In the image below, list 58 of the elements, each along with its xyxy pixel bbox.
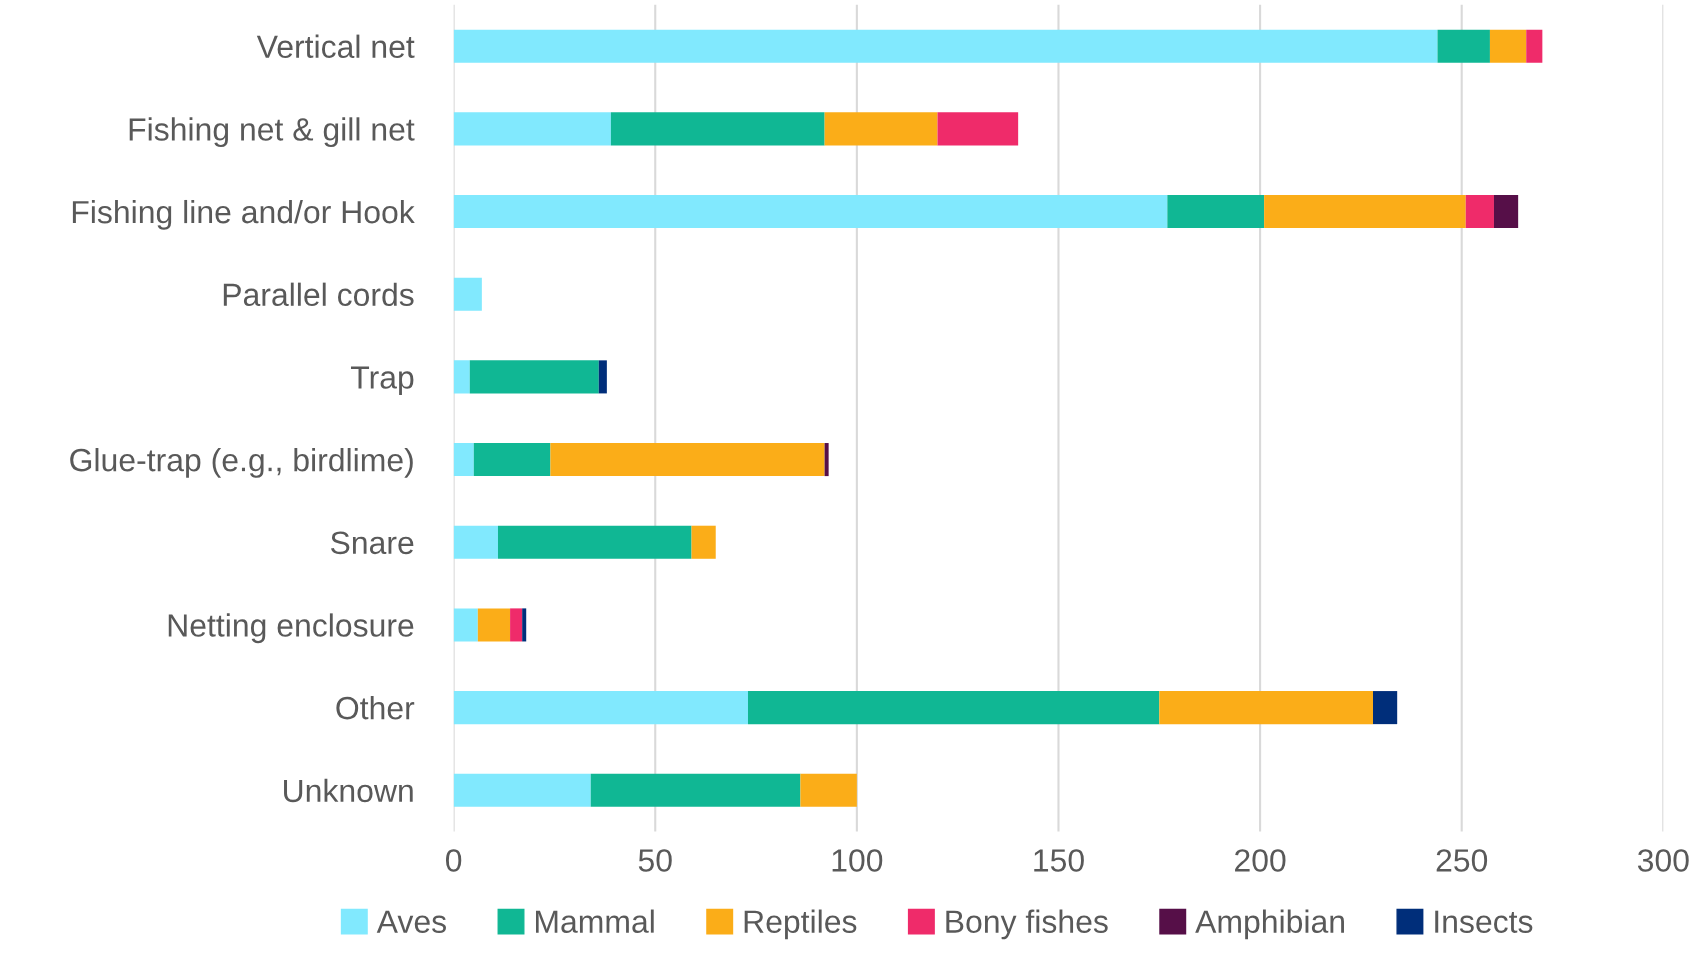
y-tick-label: Parallel cords bbox=[223, 282, 414, 307]
y-tick-label: Vertical net bbox=[256, 34, 415, 59]
bar bbox=[453, 112, 611, 146]
bar bbox=[590, 773, 801, 807]
x-tick-label: 150 bbox=[1034, 849, 1084, 872]
bar bbox=[453, 525, 498, 559]
y-tick-label: Snare bbox=[330, 531, 414, 555]
bar bbox=[550, 443, 825, 477]
bar bbox=[824, 112, 938, 146]
bar bbox=[1526, 29, 1543, 63]
bar bbox=[453, 691, 748, 725]
x-tick-label: 250 bbox=[1436, 849, 1488, 872]
bar bbox=[1264, 195, 1466, 229]
bar bbox=[453, 773, 591, 807]
bar bbox=[610, 112, 825, 146]
legend-label: Insects bbox=[1435, 910, 1533, 933]
bar bbox=[453, 277, 482, 311]
y-tick-label: Fishing line and/or Hook bbox=[72, 199, 415, 230]
bar bbox=[1167, 195, 1265, 229]
x-tick-label: 50 bbox=[638, 849, 672, 872]
bar bbox=[937, 112, 1019, 146]
bar bbox=[453, 29, 1438, 63]
legend-label: Amphibian bbox=[1195, 909, 1344, 940]
y-tick-label: Unknown bbox=[284, 778, 413, 803]
bar bbox=[522, 608, 527, 642]
bar bbox=[510, 608, 523, 642]
bar bbox=[477, 608, 511, 642]
bar bbox=[1465, 195, 1494, 229]
x-tick-label: 100 bbox=[832, 849, 883, 872]
bar bbox=[473, 443, 551, 477]
bar bbox=[691, 525, 716, 559]
bar bbox=[453, 195, 1168, 229]
y-tick-label: Netting enclosure bbox=[168, 613, 414, 644]
y-tick-label: Trap bbox=[350, 366, 414, 396]
bar bbox=[598, 360, 607, 394]
bar bbox=[1159, 691, 1373, 725]
bar bbox=[469, 360, 599, 394]
legend-label: Bony fishes bbox=[946, 909, 1108, 940]
bar bbox=[800, 773, 857, 807]
legend-label: Mammal bbox=[536, 909, 654, 933]
legend-label: Reptiles bbox=[744, 909, 857, 940]
y-tick-label: Fishing net & gill net bbox=[129, 117, 415, 148]
x-tick-label: 0 bbox=[446, 849, 462, 872]
bar bbox=[453, 360, 470, 394]
bar bbox=[1437, 29, 1490, 63]
bar bbox=[1493, 195, 1519, 229]
bar bbox=[1489, 29, 1527, 63]
legend-label: Aves bbox=[376, 910, 446, 933]
bar bbox=[453, 443, 474, 477]
x-tick-label: 200 bbox=[1235, 849, 1286, 872]
x-tick-label: 300 bbox=[1637, 849, 1689, 872]
y-tick-label: Glue-trap (e.g., birdlime) bbox=[70, 447, 413, 478]
bar bbox=[1373, 691, 1398, 725]
y-tick-label: Other bbox=[336, 696, 415, 720]
bar bbox=[747, 691, 1160, 725]
bar bbox=[824, 443, 829, 477]
bar bbox=[497, 525, 692, 559]
bar bbox=[453, 608, 478, 642]
